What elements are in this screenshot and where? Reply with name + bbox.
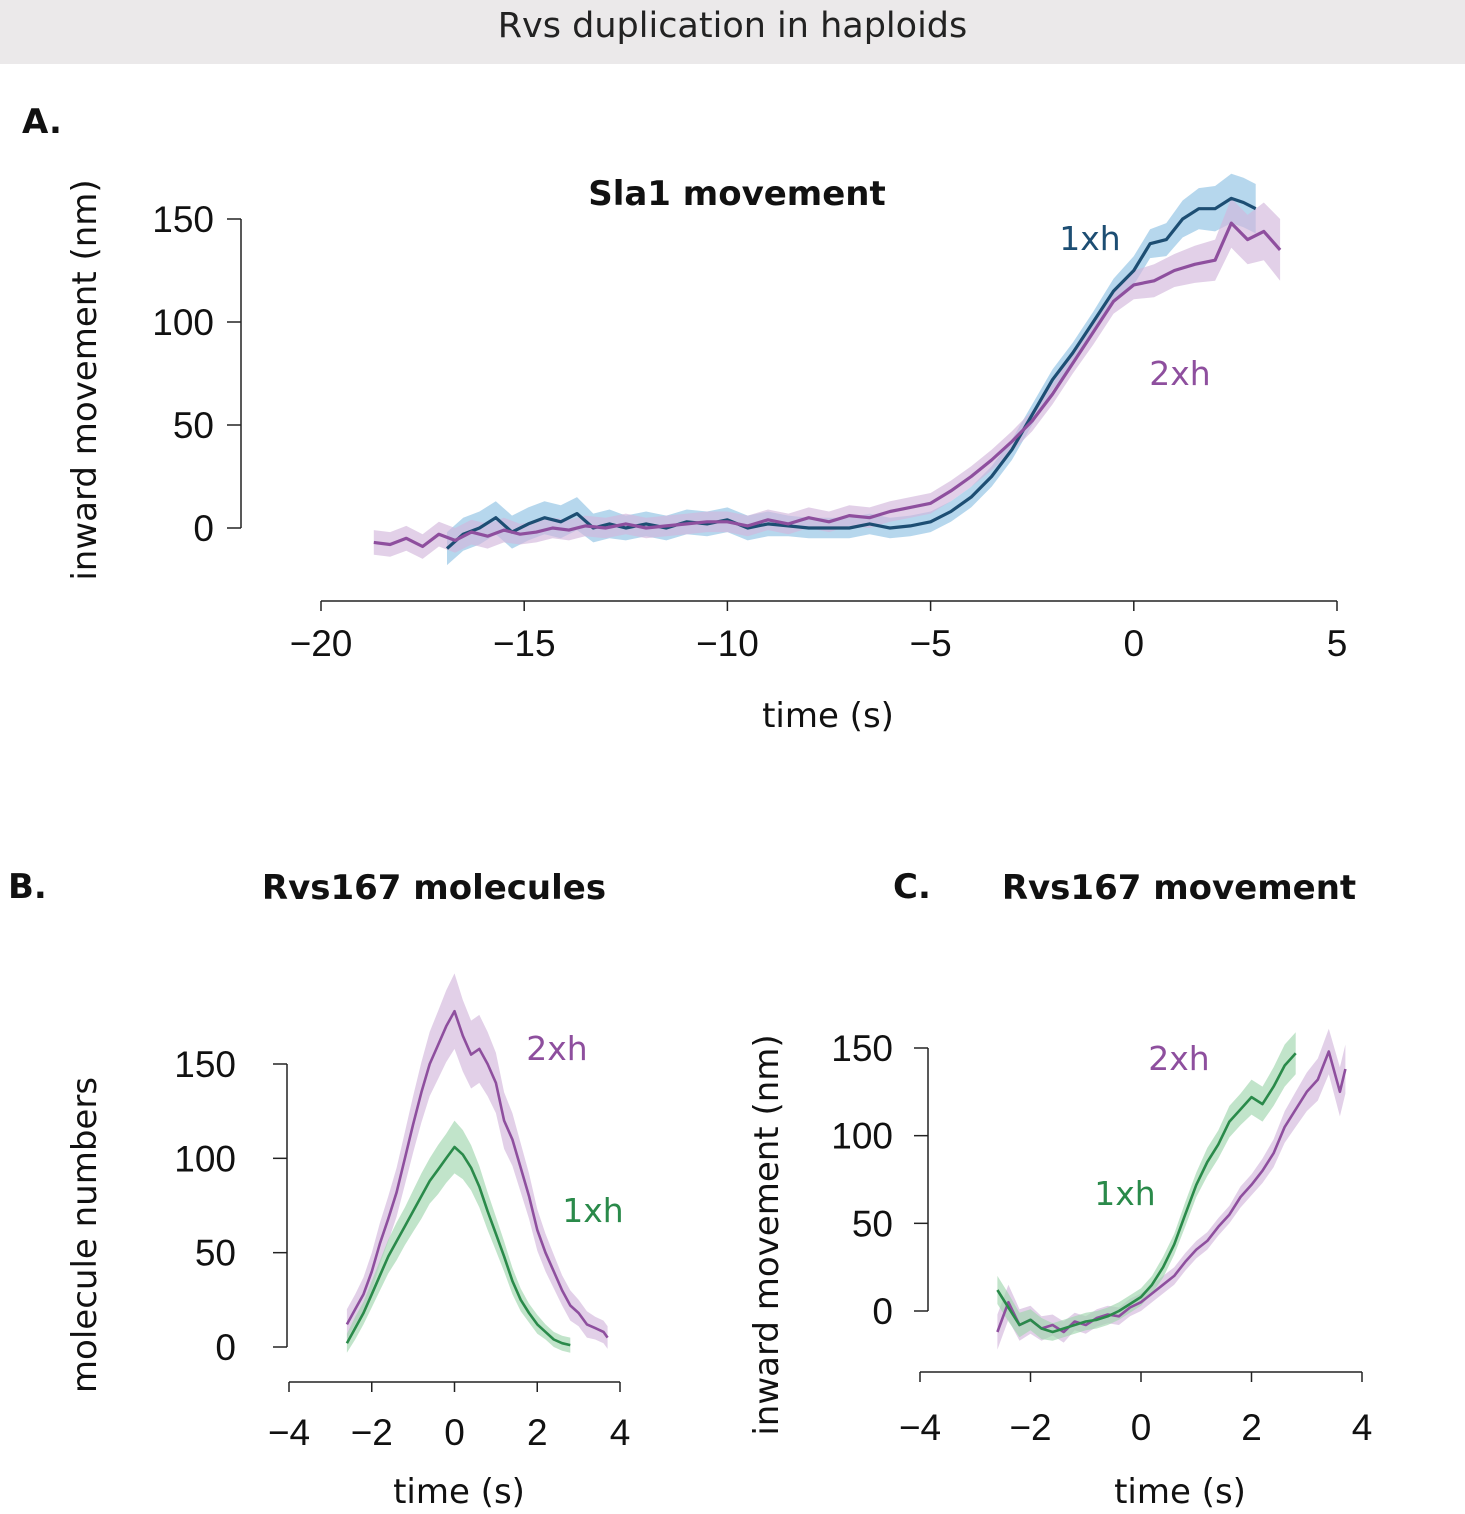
panel-b-y-tick-label: 50 [195, 1233, 236, 1274]
panel-a-label: A. [22, 102, 62, 142]
panel-a-series-label-2xh: 2xh [1149, 354, 1210, 393]
panel-a-xlabel: time (s) [762, 696, 894, 736]
panel-c-y-tick-label: 0 [872, 1291, 893, 1332]
panel-b-x-tick-label: −4 [268, 1412, 310, 1453]
panel-b-line-2xh [345, 1009, 609, 1339]
panel-a-y-tick-label: 150 [152, 199, 214, 240]
panel-c-x-tick-label: −2 [1009, 1407, 1051, 1448]
panel-c-y-tick-label: 150 [831, 1028, 893, 1069]
panel-c-line-2xh [996, 1050, 1347, 1334]
panel-b-band-2xh [346, 973, 608, 1349]
panel-b-x-tick-label: 4 [610, 1412, 631, 1453]
panel-a-y-tick-label: 50 [173, 405, 214, 446]
panel-c-series-label-2xh: 2xh [1148, 1039, 1209, 1078]
panel-b-x-tick-label: 0 [444, 1412, 465, 1453]
figure-title-banner: Rvs duplication in haploids [0, 0, 1465, 64]
panel-a-title: Sla1 movement [588, 174, 886, 214]
panel-a-x-tick-label: −5 [910, 623, 952, 664]
panel-b-y-tick-label: 100 [174, 1138, 236, 1179]
panel-a-y-tick-label: 100 [152, 302, 214, 343]
panel-b-title: Rvs167 molecules [262, 868, 606, 908]
panel-b-series-label-1xh: 1xh [562, 1191, 623, 1230]
panel-c-y-tick-label: 100 [831, 1116, 893, 1157]
panel-b-series-label-2xh: 2xh [526, 1029, 587, 1068]
panel-a-x-tick-label: 0 [1124, 623, 1145, 664]
panel-c-series-label-1xh: 1xh [1094, 1174, 1155, 1213]
panel-a-ylabel: inward movement (nm) [65, 179, 105, 580]
panel-b-line-1xh [345, 1145, 571, 1347]
panel-b-label: B. [8, 867, 47, 907]
panel-b-y-tick-label: 0 [215, 1327, 236, 1368]
panel-a-line-1xh [445, 196, 1257, 550]
panel-c-line-1xh [996, 1052, 1297, 1334]
panel-b-x-tick-label: 2 [527, 1412, 548, 1453]
panel-a-y-tick-label: 0 [193, 508, 214, 549]
panel-c-x-tick-label: 4 [1352, 1407, 1373, 1448]
panel-c-x-tick-label: −4 [899, 1407, 941, 1448]
panel-b-xlabel: time (s) [393, 1472, 525, 1512]
panel-c-xlabel: time (s) [1114, 1472, 1246, 1512]
panel-b-ylabel: molecule numbers [65, 1077, 105, 1393]
panel-a-line-2xh [373, 221, 1282, 549]
panel-c-ylabel: inward movement (nm) [747, 1034, 787, 1435]
panel-a-x-tick-label: 5 [1327, 623, 1348, 664]
panel-c-label: C. [893, 867, 931, 907]
panel-c-x-tick-label: 0 [1131, 1407, 1152, 1448]
panel-a-x-tick-label: −20 [290, 623, 353, 664]
panel-a-x-tick-label: −15 [493, 623, 556, 664]
panel-b-y-tick-label: 150 [174, 1044, 236, 1085]
panel-c-title: Rvs167 movement [1002, 868, 1356, 908]
panel-c-y-tick-label: 50 [852, 1203, 893, 1244]
panel-c-x-tick-label: 2 [1241, 1407, 1262, 1448]
panel-a-x-tick-label: −10 [696, 623, 759, 664]
figure-title: Rvs duplication in haploids [497, 6, 968, 46]
panel-b-x-tick-label: −2 [351, 1412, 393, 1453]
panel-a-series-label-1xh: 1xh [1059, 219, 1120, 258]
panel-b-band-1xh [346, 1120, 571, 1353]
